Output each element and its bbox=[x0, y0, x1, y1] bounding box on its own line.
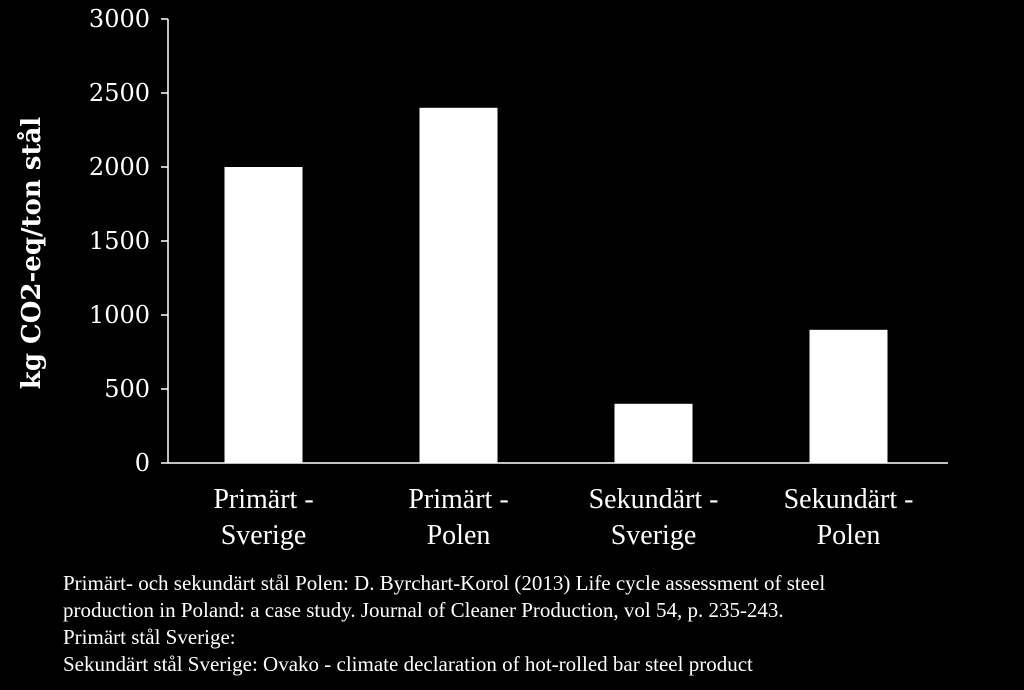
y-tick-label: 2500 bbox=[89, 79, 150, 107]
bar bbox=[614, 403, 693, 463]
source-line-1: Primärt- och sekundärt stål Polen: D. By… bbox=[63, 571, 826, 595]
source-line-3: Primärt stål Sverige: bbox=[63, 625, 236, 649]
bar bbox=[809, 329, 888, 463]
source-line-4: Sekundärt stål Sverige: Ovako - climate … bbox=[63, 652, 753, 676]
y-tick-label: 1500 bbox=[89, 227, 150, 255]
x-category-label: Sverige bbox=[221, 520, 307, 551]
x-category-label: Polen bbox=[817, 520, 881, 551]
bar bbox=[224, 167, 303, 463]
x-category-label: Polen bbox=[427, 520, 491, 551]
x-category-label: Primärt - bbox=[213, 484, 313, 515]
y-tick-label: 1000 bbox=[89, 301, 150, 329]
y-tick-label: 0 bbox=[135, 449, 150, 477]
source-line-2: production in Poland: a case study. Jour… bbox=[63, 598, 784, 622]
y-axis-label: kg CO2-eq/ton stål bbox=[16, 117, 47, 389]
x-category-label: Sverige bbox=[611, 520, 697, 551]
x-category-label: Sekundärt - bbox=[784, 484, 914, 515]
x-category-label: Sekundärt - bbox=[589, 484, 719, 515]
bar bbox=[419, 107, 498, 464]
x-category-label: Primärt - bbox=[408, 484, 508, 515]
y-tick-label: 500 bbox=[104, 375, 150, 403]
y-tick-label: 2000 bbox=[89, 153, 150, 181]
y-tick-label: 3000 bbox=[89, 5, 150, 33]
bar-chart-svg: kg CO2-eq/ton stål 0 500 1000 1500 2000 2500 3… bbox=[16, 5, 948, 551]
